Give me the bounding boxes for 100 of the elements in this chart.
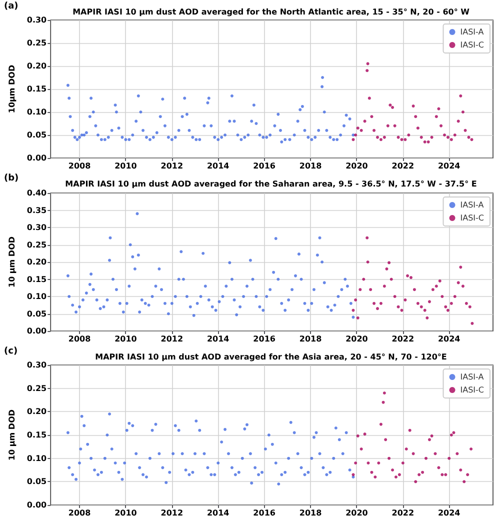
point (456, 120, 460, 123)
x-tick-label: 2022 (392, 508, 414, 518)
point (431, 288, 434, 292)
point (408, 428, 412, 432)
point (440, 295, 444, 298)
point (407, 134, 410, 136)
point (434, 284, 438, 288)
x-tick-label: 2014 (206, 508, 230, 518)
y-tick-label: 0.15 (26, 430, 48, 440)
point (430, 434, 434, 438)
point (442, 134, 446, 136)
point (414, 115, 418, 118)
point (446, 136, 450, 139)
point (384, 438, 388, 442)
point (398, 473, 401, 476)
point (356, 316, 360, 320)
point (372, 128, 376, 132)
chart-title: MAPIR IASI 10 µm dust AOD averaged for the North Atlantic area, 15 - 35° N, 20 - 60° W (72, 8, 470, 16)
point (369, 288, 372, 292)
point (386, 124, 390, 128)
point (464, 128, 467, 132)
point (470, 322, 474, 325)
point (440, 124, 443, 128)
y-tick-label: 0.10 (26, 108, 48, 116)
point (423, 308, 426, 312)
y-tick-label: 0.05 (26, 477, 48, 486)
y-tick-label: 0.00 (26, 500, 48, 510)
point (391, 106, 394, 109)
point (428, 300, 431, 304)
x-tick-label: 2024 (438, 508, 461, 518)
point (388, 261, 391, 264)
point (426, 316, 429, 320)
point (406, 274, 410, 278)
point (354, 134, 358, 136)
x-tick-label: 2008 (68, 334, 92, 344)
x-tick-label: 2022 (392, 162, 414, 170)
legend-label: IASI-A (460, 28, 484, 36)
x-tick-label: 2014 (206, 162, 230, 170)
point (470, 138, 474, 142)
point (466, 473, 470, 476)
point (437, 466, 440, 470)
point (360, 128, 363, 132)
point (394, 476, 398, 478)
point (459, 94, 462, 98)
x-tick-label: 2008 (68, 162, 92, 170)
x-tick-label: 2018 (299, 334, 322, 344)
y-tick-label: 0.35 (26, 206, 48, 215)
x-tick-label: 2024 (438, 162, 461, 170)
point (385, 267, 388, 270)
point (412, 452, 415, 456)
x-tick-label: 2024 (438, 334, 461, 344)
point (464, 302, 468, 305)
y-axis-title: 10µm DOD (8, 64, 16, 114)
point (456, 452, 459, 456)
y-tick-label: 0.15 (26, 84, 48, 94)
point (416, 126, 420, 130)
point (372, 302, 376, 305)
y-tick-label: 0.40 (26, 188, 48, 198)
point (444, 305, 448, 308)
point (366, 236, 369, 240)
point (414, 480, 418, 484)
point (461, 110, 464, 114)
point (428, 438, 431, 442)
x-tick-label: 2008 (68, 508, 92, 518)
point (366, 69, 369, 72)
x-tick-label: 2022 (392, 334, 414, 344)
point (352, 308, 355, 312)
point (420, 136, 423, 139)
point (440, 473, 444, 476)
point (363, 432, 366, 436)
point (379, 302, 382, 305)
x-tick-label: 2010 (114, 334, 138, 344)
y-tick-label: 0.30 (26, 360, 48, 370)
x-tick-label: 2010 (114, 508, 138, 518)
point (412, 288, 416, 292)
point (388, 456, 391, 460)
chart-title: MAPIR IASI 10 µm dust AOD averaged for the Asia area, 20 - 45° N, 70 - 120°E (95, 352, 447, 362)
y-axis-title: 10 µm DOD (8, 409, 16, 461)
point (376, 136, 379, 139)
point (382, 284, 386, 288)
point (446, 308, 450, 312)
point (450, 138, 453, 142)
point (421, 470, 424, 474)
legend-label: IASI-C (460, 214, 484, 222)
y-tick-label: 0.15 (26, 274, 48, 284)
point (404, 138, 407, 142)
y-tick-label: 0.20 (26, 62, 48, 70)
y-tick-label: 0.25 (26, 384, 48, 393)
text: (a) (4, 2, 18, 12)
x-tick-label: 2010 (114, 162, 138, 170)
point (366, 462, 370, 464)
y-tick-label: 0.00 (26, 154, 48, 162)
point (379, 422, 382, 426)
chart-title: MAPIR IASI 10 µm dust AOD averaged for the Saharan area, 9.5 - 36.5° N, 17.5° W - 37.5° E (65, 180, 477, 188)
point (404, 298, 407, 302)
point (363, 120, 366, 123)
y-tick-label: 0.05 (26, 309, 48, 318)
point (382, 136, 386, 139)
point (444, 473, 448, 476)
point (453, 295, 456, 298)
